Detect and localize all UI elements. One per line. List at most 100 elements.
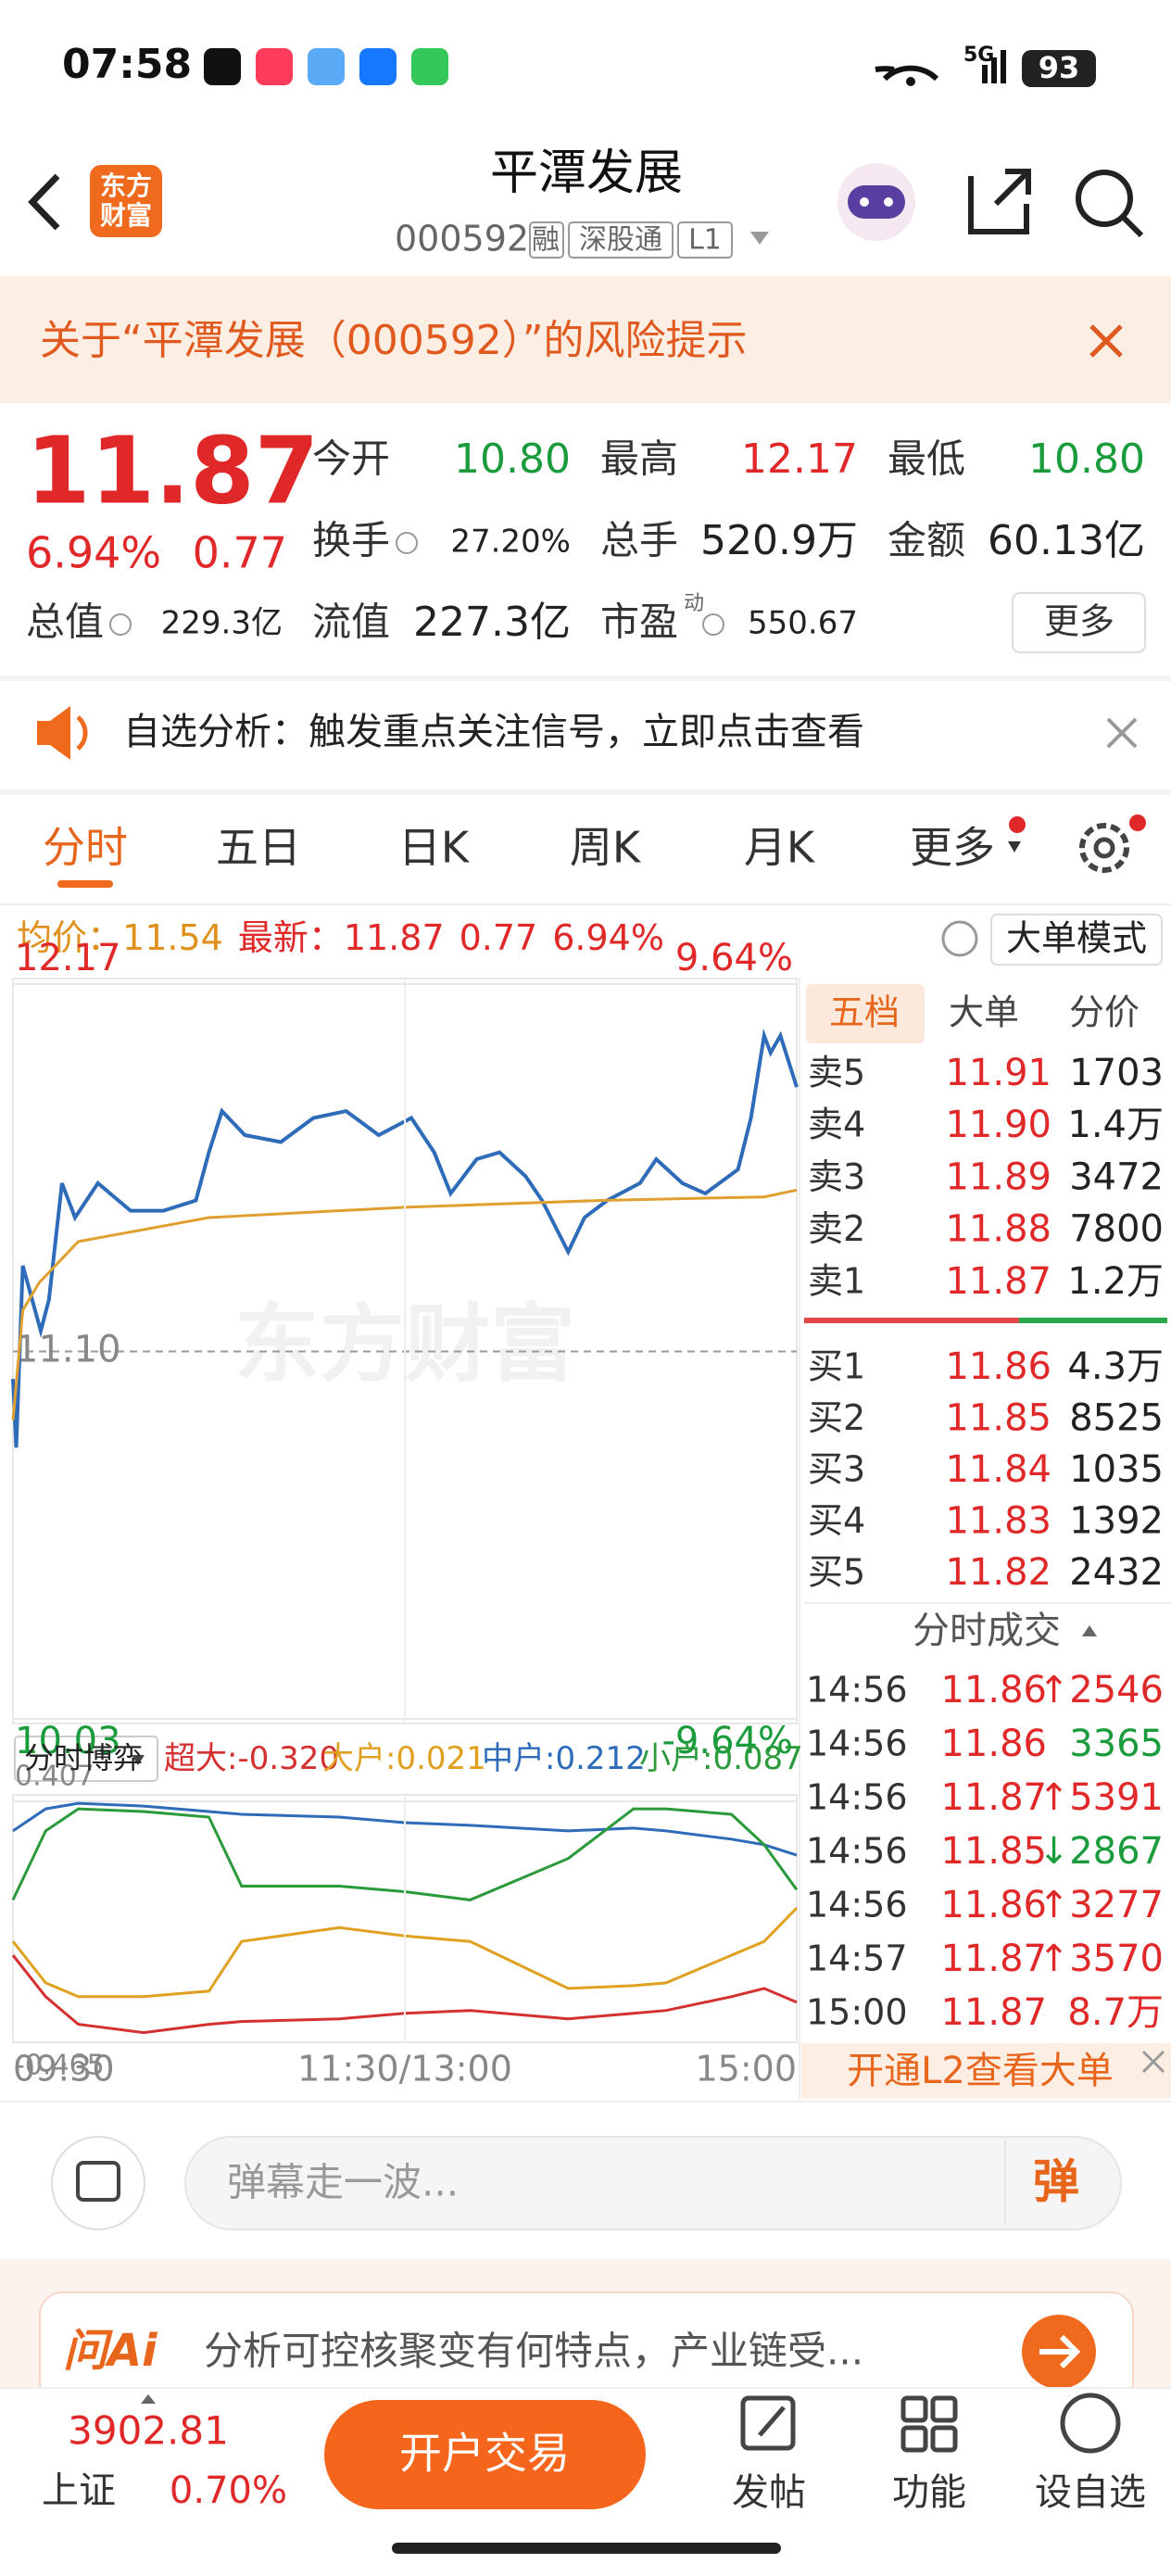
quote-label: 最低 [888, 436, 965, 482]
quote-label: 最高 [600, 436, 678, 482]
y2-tick-label: 9.64% [675, 937, 793, 979]
tab-highlight [806, 984, 925, 1043]
legend-entry: 超大:-0.320 [164, 1740, 339, 1777]
ask-bar [804, 1318, 1019, 1323]
tab[interactable]: 日K [398, 823, 471, 873]
tab[interactable]: 五日 [216, 823, 301, 873]
nav-icons [740, 2393, 1121, 2454]
book-tab[interactable]: 大单 [949, 992, 1019, 1033]
book-volume: 1703 [1069, 1052, 1164, 1094]
back-button[interactable] [28, 173, 60, 231]
speaker-icon [37, 706, 88, 760]
ai-send-arrow [1039, 2334, 1081, 2369]
nav-item[interactable]: 设自选 [1035, 2471, 1146, 2514]
bid-bar [1019, 1318, 1167, 1323]
tab-more-arrow [1008, 841, 1021, 852]
book-volume: 7800 [1069, 1208, 1164, 1251]
mode-button[interactable] [990, 914, 1163, 966]
trade-time: 15:00 [806, 1992, 908, 2033]
close-button[interactable] [1089, 324, 1123, 358]
book-volume: 1392 [1069, 1500, 1164, 1543]
tab[interactable]: 月K [744, 823, 816, 873]
help-icon[interactable] [941, 920, 978, 957]
info-bar-part: 6.94% [552, 917, 664, 958]
book-price: 11.89 [945, 1155, 1051, 1198]
comment-placeholder[interactable]: 弹幕走一波... [227, 2160, 459, 2205]
legend-entry-part: -0.320 [237, 1740, 339, 1777]
trade-label[interactable]: 开户交易 [399, 2429, 570, 2479]
trade-volume: ↑3570 [1039, 1938, 1164, 1980]
legend-entry-part: 0.212 [555, 1740, 645, 1777]
legend-entry-part: 小户: [639, 1740, 712, 1777]
trade-volume: 3365 [1069, 1723, 1164, 1765]
share-button[interactable] [968, 169, 1031, 234]
info-icon [109, 613, 132, 636]
trade-price: 11.86 [940, 1669, 1047, 1711]
notice-close[interactable] [1106, 717, 1138, 749]
y2-tick-label: -9.64% [661, 1720, 793, 1762]
flow-selector[interactable] [14, 1736, 158, 1782]
quote-label: 市盈 [600, 600, 678, 645]
last-price: 11.87 [26, 416, 319, 524]
trade-time: 14:56 [806, 1831, 908, 1872]
book-volume: 1.4万 [1067, 1104, 1164, 1146]
trade-time: 14:56 [806, 1724, 908, 1764]
danmaku-settings[interactable] [51, 2136, 145, 2230]
book-price: 11.91 [945, 1052, 1051, 1094]
status-icons [204, 48, 1096, 87]
tab[interactable]: 分时 [43, 823, 128, 873]
book-volume: 1.2万 [1067, 1260, 1164, 1303]
trade-button[interactable] [324, 2400, 646, 2509]
legend-entry: 大户:0.021 [322, 1740, 486, 1777]
tab[interactable]: 更多 [910, 823, 995, 873]
book-label: 卖1 [808, 1260, 865, 1301]
nav-item[interactable]: 发帖 [732, 2471, 806, 2514]
quote-value: 10.80 [1028, 436, 1145, 483]
quote-label: 金额 [888, 518, 965, 563]
legend-entry-part: 0.087 [712, 1740, 802, 1777]
quote-value: 12.17 [741, 436, 858, 483]
settings-button[interactable] [1079, 823, 1129, 873]
sort-arrow [1082, 1625, 1097, 1636]
y-tick-label: 10.03 [15, 1720, 121, 1762]
more-label[interactable]: 更多 [1044, 601, 1114, 642]
risk-banner[interactable] [0, 276, 1171, 403]
ai-text[interactable]: 分析可控核聚变有何特点，产业链受... [204, 2329, 863, 2374]
flow-title[interactable]: 分时博弈 [24, 1740, 143, 1775]
flow-selector-arrow [132, 1755, 145, 1765]
risk-text: 关于“平潭发展（000592）”的风险提示 [40, 317, 748, 364]
tab[interactable]: 周K [570, 823, 642, 873]
legend-entry-part: 中户: [482, 1740, 555, 1777]
quote-value: 550.67 [748, 605, 858, 642]
legend-entry-part: 0.021 [396, 1740, 485, 1777]
l2-close[interactable] [1141, 2050, 1165, 2074]
dropdown-arrow[interactable] [750, 232, 769, 245]
divider [0, 789, 1171, 795]
legend-entry-part: 大户: [322, 1740, 396, 1777]
mode-label[interactable]: 大单模式 [1006, 918, 1147, 959]
book-label: 卖3 [808, 1156, 865, 1197]
change: 0.77 [193, 528, 287, 578]
book-label: 买4 [808, 1500, 865, 1541]
book-label: 买1 [808, 1346, 865, 1387]
book-tab[interactable]: 分价 [1069, 992, 1140, 1033]
logo-text: 财富 [100, 200, 152, 231]
y-tick-label: 0.407 [15, 1761, 94, 1793]
l2-text[interactable]: 开通L2查看大单 [847, 2050, 1114, 2092]
l2-banner[interactable] [801, 2043, 1171, 2099]
nav-item[interactable]: 功能 [892, 2471, 966, 2514]
robot-avatar[interactable] [837, 163, 915, 241]
quote-label-sup: 动 [684, 592, 704, 615]
more-button[interactable] [1012, 592, 1146, 653]
trades-title: 分时成交 [913, 1610, 1061, 1652]
book-volume: 1035 [1069, 1448, 1164, 1491]
book-volume: 2432 [1069, 1551, 1164, 1594]
danmaku-button[interactable]: 弹 [1033, 2155, 1079, 2209]
book-tab[interactable]: 五档 [829, 992, 900, 1033]
search-button[interactable] [1076, 170, 1144, 238]
quote-value: 520.9万 [700, 517, 858, 564]
comment-input[interactable] [184, 2136, 1122, 2230]
quote-value: 27.20% [450, 524, 571, 561]
info-bar-part: 11.87 [344, 917, 445, 958]
